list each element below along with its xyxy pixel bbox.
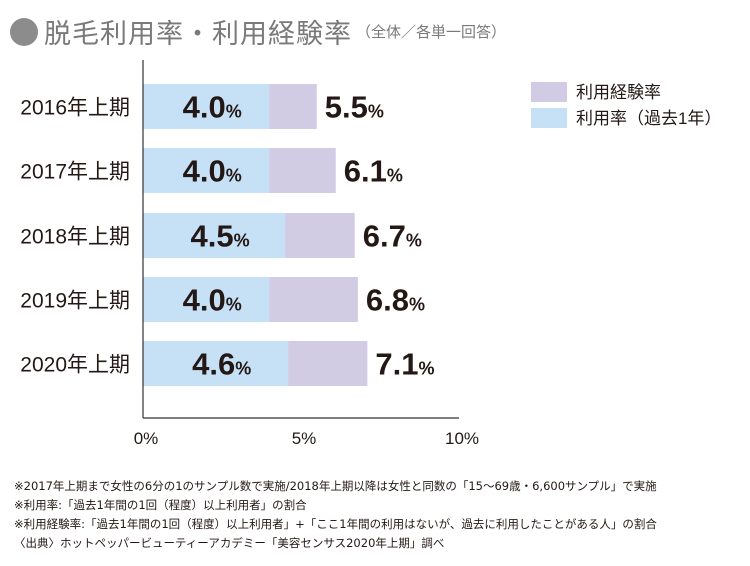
value-label-experience: 6.1%	[344, 154, 403, 189]
bar-usage	[143, 148, 270, 193]
footnote-sample: ※2017年上期まで女性の6分の1のサンプル数で実施/2018年上期以降は女性と…	[14, 479, 657, 493]
category-label: 2020年上期	[20, 354, 130, 377]
x-tick-label: 0%	[134, 429, 159, 448]
value-label-experience: 6.7%	[363, 219, 422, 254]
category-label: 2016年上期	[20, 97, 130, 120]
value-label-experience: 6.8%	[366, 283, 425, 318]
bar-usage	[143, 277, 270, 322]
footnotes: ※2017年上期まで女性の6分の1のサンプル数で実施/2018年上期以降は女性と…	[14, 477, 657, 553]
bar-usage	[143, 341, 289, 386]
footnote-experience-definition: ※利用経験率:「過去1年間の1回（程度）以上利用者」+「ここ1年間の利用はないが…	[14, 517, 657, 531]
footnote-source: 〈出典〉ホットペッパービューティーアカデミー「美容センサス2020年上期」調べ	[14, 536, 445, 550]
chart-title: 脱毛利用率・利用経験率	[44, 19, 352, 50]
bar-chart: 2016年上期 4.0% 5.5% 2017年上期 4.0% 6.1% 2018年上期 4.5…	[20, 60, 721, 448]
bullet-icon	[10, 17, 38, 46]
legend-label-experience: 利用経験率	[576, 83, 661, 102]
footnote-usage-definition: ※利用率:「過去1年間の1回（程度）以上利用者」の割合	[14, 498, 307, 512]
chart-subtitle: （全体／各単一回答）	[356, 23, 507, 41]
x-tick-label: 5%	[292, 429, 317, 448]
value-label-usage: 4.5%	[191, 219, 250, 254]
value-label-experience: 5.5%	[325, 90, 384, 125]
value-label-experience: 7.1%	[375, 347, 434, 382]
legend-swatch-experience	[531, 82, 567, 102]
legend-swatch-usage	[531, 108, 567, 128]
value-label-usage: 4.0%	[183, 283, 242, 318]
value-label-usage: 4.6%	[192, 347, 251, 382]
category-label: 2017年上期	[20, 161, 130, 184]
title-block: 脱毛利用率・利用経験率 （全体／各単一回答）	[10, 12, 506, 51]
legend-label-usage: 利用率（過去1年）	[576, 109, 721, 128]
value-label-usage: 4.0%	[183, 90, 242, 125]
bar-usage	[143, 84, 270, 129]
x-tick-label: 10%	[445, 429, 479, 448]
category-label: 2019年上期	[20, 290, 130, 313]
category-label: 2018年上期	[20, 226, 130, 249]
bar-usage	[143, 213, 286, 258]
value-label-usage: 4.0%	[183, 154, 242, 189]
